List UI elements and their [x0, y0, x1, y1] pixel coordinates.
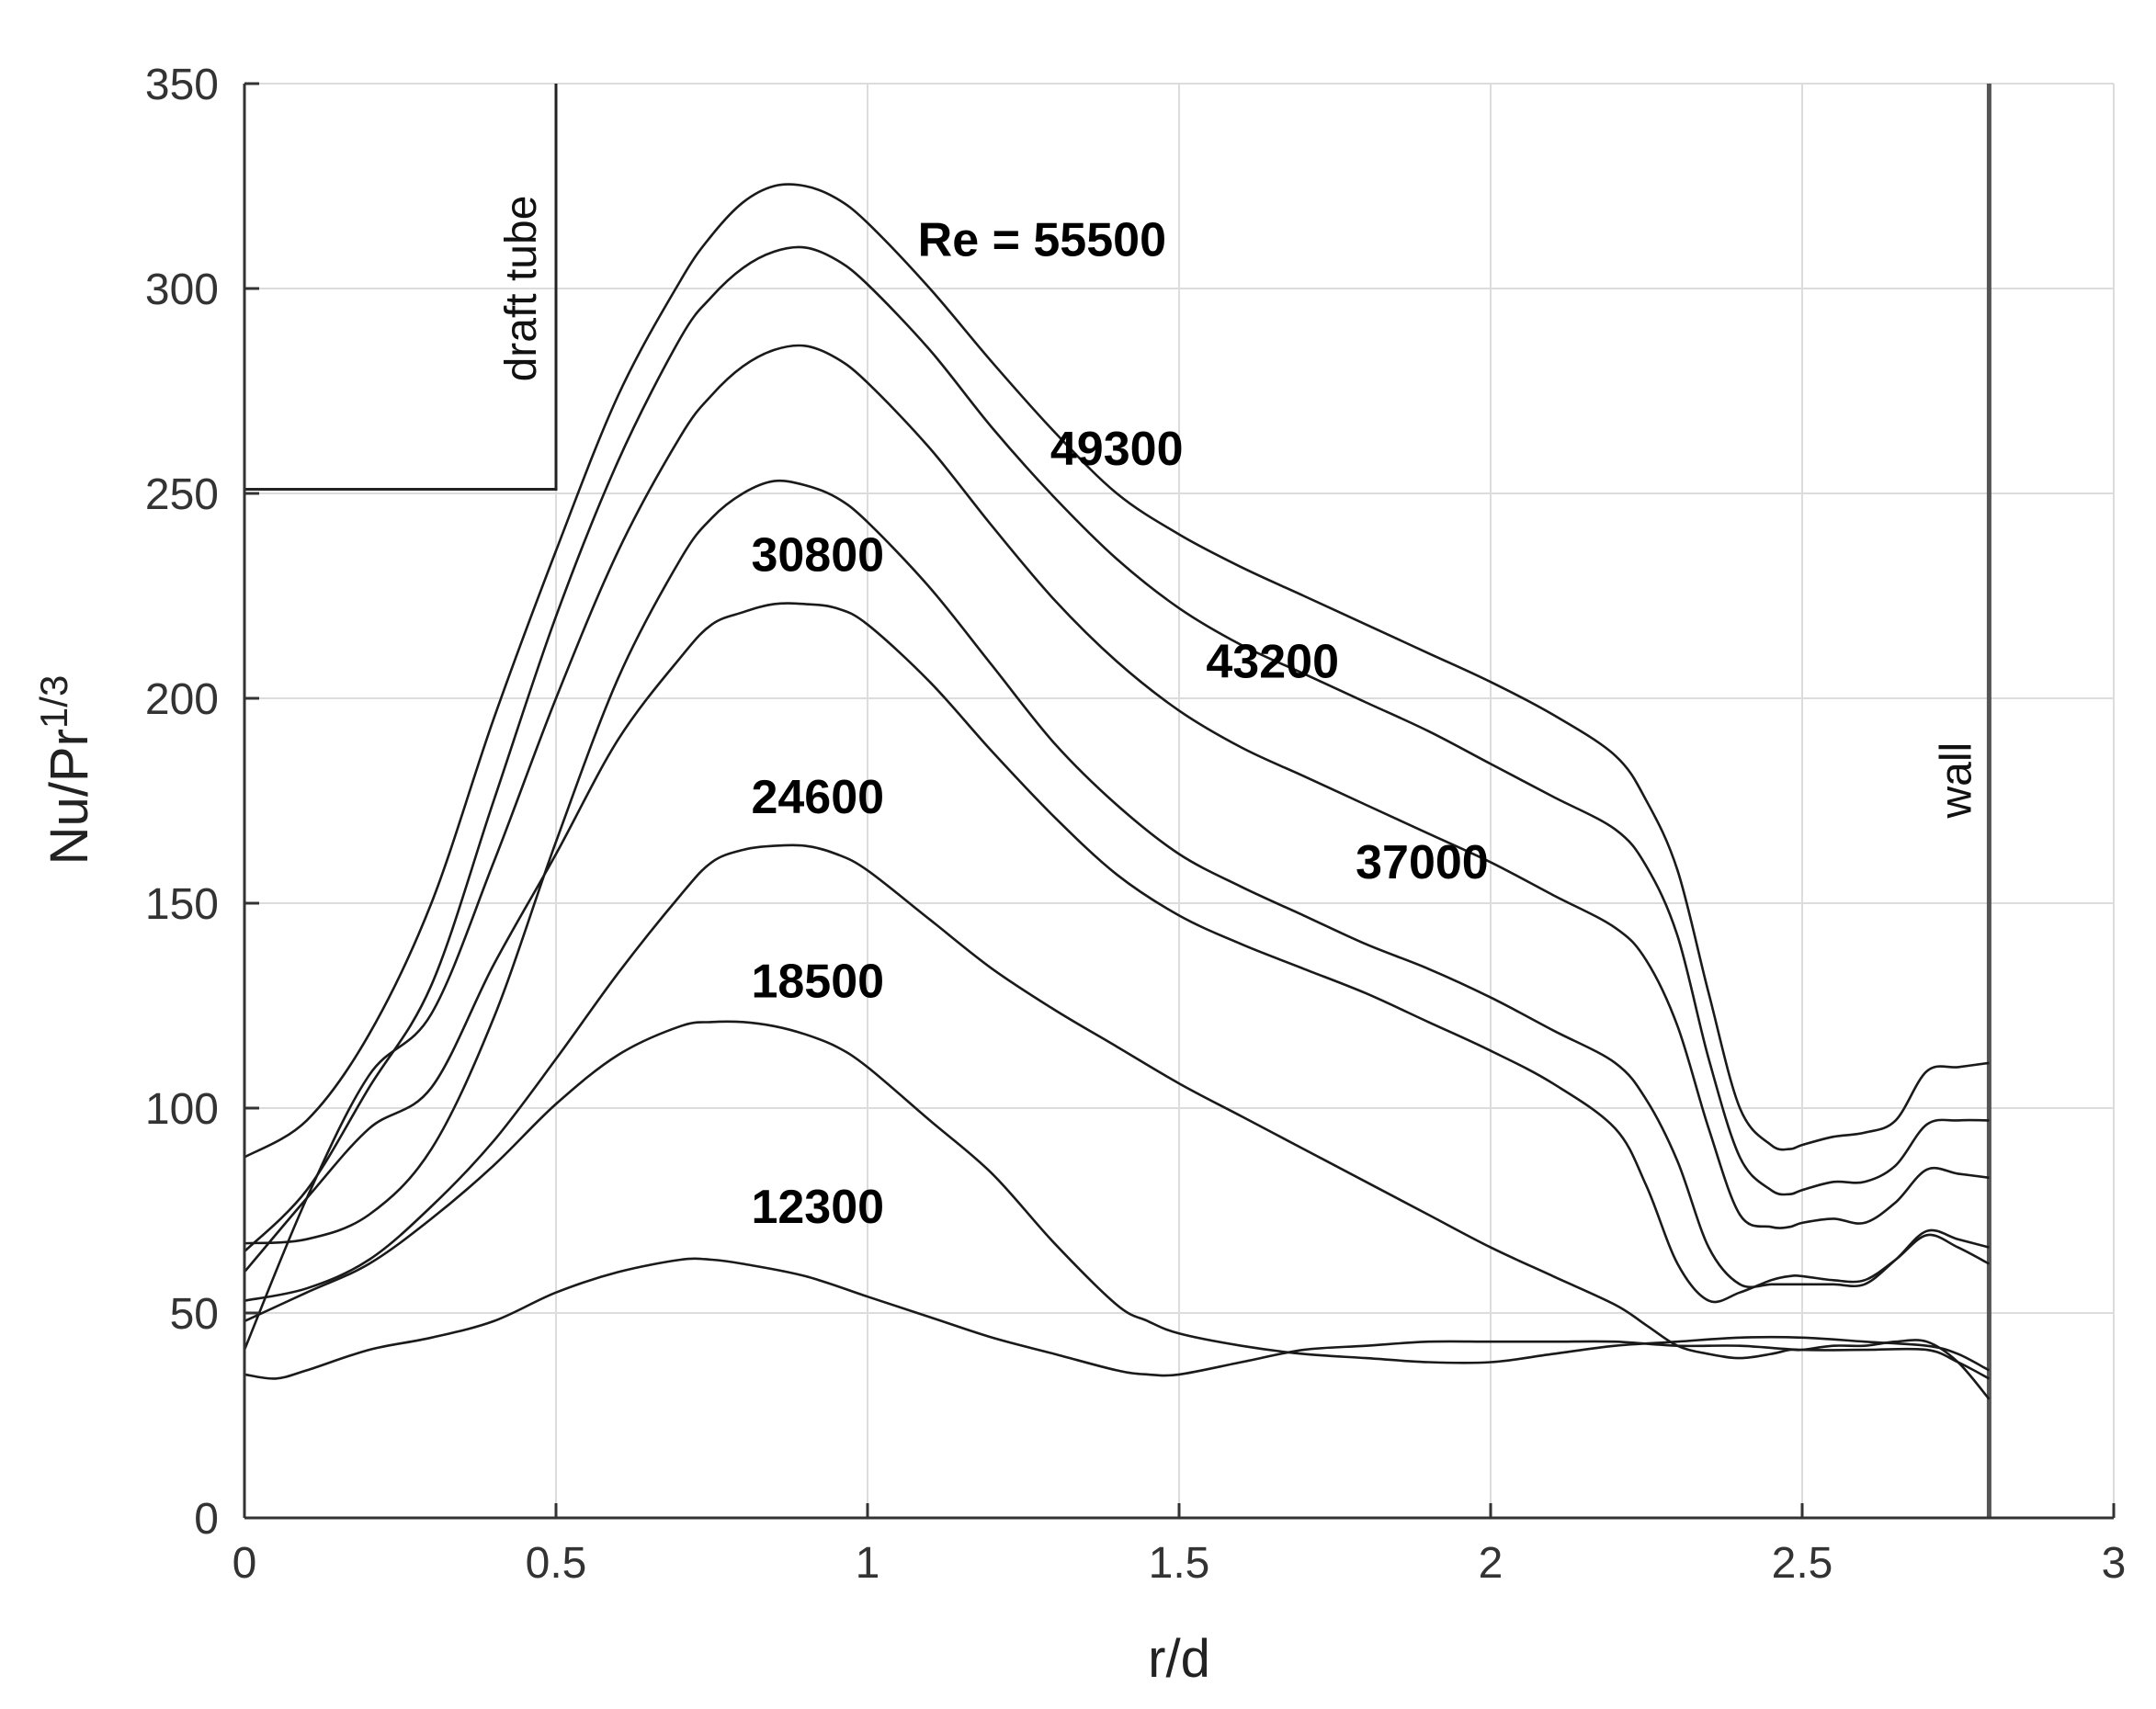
draft-tube-outline: [244, 84, 558, 492]
series-label: 43200: [1206, 636, 1339, 689]
x-tick-label: 0.5: [526, 1539, 587, 1588]
series-label: Re = 55500: [918, 213, 1166, 266]
x-axis-label: r/d: [1148, 1629, 1210, 1689]
y-tick-label: 300: [145, 266, 219, 314]
x-tick-label: 1: [856, 1539, 880, 1588]
y-tick-label: 200: [145, 675, 219, 724]
series-line-re-55500: [244, 183, 1990, 1159]
series-line-12300: [244, 1257, 1991, 1380]
x-tick-label: 1.5: [1149, 1539, 1210, 1588]
series-lines: [243, 183, 1991, 1400]
series-label: 18500: [751, 956, 884, 1009]
draft-tube-label: draft tube: [497, 196, 546, 382]
y-axis-label-superscript: 1/3: [32, 675, 75, 729]
series-line-30800: [244, 602, 1991, 1304]
y-tick-label: 100: [145, 1085, 219, 1134]
x-tick-label: 3: [2102, 1539, 2127, 1588]
annotations: draft tube wall: [244, 84, 1991, 1518]
y-tick-label: 50: [170, 1290, 219, 1339]
series-line-43200: [243, 344, 1990, 1351]
series-label: 37000: [1356, 836, 1489, 889]
series-label: 24600: [751, 771, 884, 824]
axes: [243, 82, 2116, 1520]
x-tick-label: 2.5: [1772, 1539, 1833, 1588]
series-label: 12300: [751, 1181, 884, 1234]
y-tick-label: 250: [145, 470, 219, 519]
series-line-49300: [244, 245, 1990, 1253]
series-labels: Re = 55500 49300 43200 37000 30800 24600 18500…: [751, 213, 1488, 1234]
series-line-37000: [244, 479, 1990, 1289]
series-label: 30800: [751, 529, 884, 583]
wall-label: wall: [1932, 742, 1980, 820]
y-axis-label: Nu/Pr1/3: [32, 675, 99, 866]
series-label: 49300: [1050, 423, 1184, 476]
x-tick-label: 0: [233, 1539, 257, 1588]
y-tick-label: 0: [194, 1495, 219, 1544]
y-tick-label: 350: [145, 61, 219, 109]
y-tick-label: 150: [145, 880, 219, 929]
x-tick-label: 2: [1479, 1539, 1504, 1588]
tick-labels: 0 0.5 1 1.5 2 2.5 3 0 50 100 150 200 250 300 350: [145, 61, 2126, 1588]
series-line-18500: [244, 1020, 1990, 1372]
y-axis-label-main: Nu/Pr: [40, 729, 99, 865]
